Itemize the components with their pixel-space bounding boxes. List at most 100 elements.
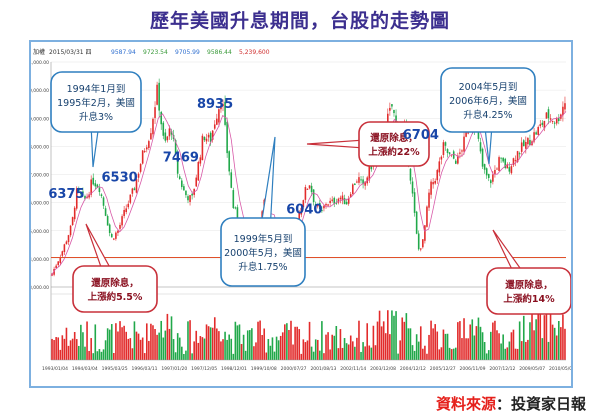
volume-bar [255, 342, 257, 360]
x-tick-label: 2007/12/12 [489, 366, 515, 372]
volume-bar [461, 338, 463, 360]
volume-bar [286, 323, 288, 360]
candle-body [158, 82, 160, 111]
callout-text: 還原除息， [505, 279, 553, 291]
candle-body [321, 210, 323, 212]
volume-bar [220, 341, 222, 360]
volume-bar [360, 351, 362, 360]
volume-bar [347, 344, 350, 360]
volume-bar [129, 338, 132, 360]
volume-bar [106, 328, 109, 360]
callout-fill [443, 70, 533, 130]
candle-body [226, 121, 228, 154]
volume-bar [232, 353, 235, 360]
volume-bar [539, 309, 542, 360]
candle-body [69, 225, 72, 236]
volume-bar [316, 339, 319, 360]
candle-body [220, 105, 222, 110]
volume-bar [487, 350, 490, 360]
candle-body [446, 149, 449, 153]
volume-bar [178, 337, 181, 360]
volume-bar [139, 339, 142, 360]
volume-bar [224, 331, 226, 360]
volume-bar [242, 334, 245, 360]
candle-body [545, 112, 548, 119]
value-label: 6040 [286, 203, 322, 218]
callout-fill [223, 220, 303, 284]
candle-body [459, 152, 461, 154]
candle-body [119, 224, 121, 229]
candle-body [174, 140, 177, 154]
volume-bar [333, 335, 336, 360]
volume-bar [518, 321, 521, 360]
y-tick-label: 7,000.00 [31, 173, 49, 179]
volume-bar [238, 324, 241, 360]
candle-body [209, 132, 212, 143]
volume-bar [479, 326, 482, 360]
candle-body [360, 179, 362, 181]
candle-body [358, 177, 360, 183]
candle-body [304, 187, 307, 200]
x-tick-label: 2010/05/03 [549, 366, 571, 372]
candle-body [152, 118, 154, 135]
volume-bar [531, 310, 533, 360]
volume-bar [366, 323, 369, 360]
volume-bar [150, 323, 152, 360]
candle-body [94, 183, 97, 187]
volume-bar [494, 320, 496, 360]
header-reading: 9586.44 [207, 49, 232, 56]
candle-body [496, 168, 498, 170]
volume-bar [115, 323, 117, 360]
volume-bar [562, 314, 564, 360]
candle-body [216, 118, 218, 125]
candle-body [351, 184, 354, 194]
volume-bar [51, 338, 53, 360]
callout-fill [489, 270, 569, 312]
volume-bar [401, 317, 404, 360]
volume-bar [279, 335, 282, 360]
x-tick-label: 1993/01/04 [42, 366, 68, 372]
volume-bar [331, 334, 333, 360]
volume-bar [123, 325, 125, 360]
y-tick-label: 3,000.00 [31, 285, 49, 291]
candle-body [442, 142, 445, 155]
candle-body [199, 157, 202, 164]
volume-bar [53, 340, 55, 360]
candle-body [207, 134, 210, 138]
volume-bar [164, 330, 167, 360]
volume-bar [356, 337, 358, 360]
volume-bar [473, 335, 476, 360]
candle-body [481, 148, 484, 167]
candle-body [329, 200, 331, 204]
candle-body [59, 257, 62, 263]
volume-bar [403, 321, 406, 360]
volume-bar [508, 341, 511, 360]
volume-bar [312, 351, 315, 360]
volume-bar [432, 328, 434, 360]
candle-body [110, 233, 113, 238]
candle-body [323, 205, 325, 209]
candle-body [502, 157, 504, 162]
x-tick-label: 1996/03/11 [132, 366, 158, 372]
candle-body [183, 186, 185, 191]
volume-bar [446, 333, 449, 360]
volume-bar [119, 321, 121, 360]
callout-text: 2006年6月，美國 [449, 95, 527, 107]
candle-body [514, 160, 517, 162]
candle-body [205, 138, 208, 142]
callout-text: 1995年2月，美國 [57, 97, 135, 109]
callout-text: 還原除息， [370, 132, 418, 144]
candle-body [337, 198, 340, 203]
candle-body [187, 196, 189, 201]
volume-bar [108, 329, 111, 360]
candle-body [178, 176, 181, 180]
volume-bar [73, 332, 76, 360]
volume-bar [374, 345, 377, 360]
candle-body [302, 200, 305, 208]
page-title: 歷年美國升息期間，台股的走勢圖 [149, 10, 450, 32]
volume-bar [78, 345, 80, 360]
candle-body [333, 197, 336, 205]
volume-bar [183, 353, 185, 360]
candle-body [341, 195, 344, 201]
volume-bar [94, 324, 97, 360]
